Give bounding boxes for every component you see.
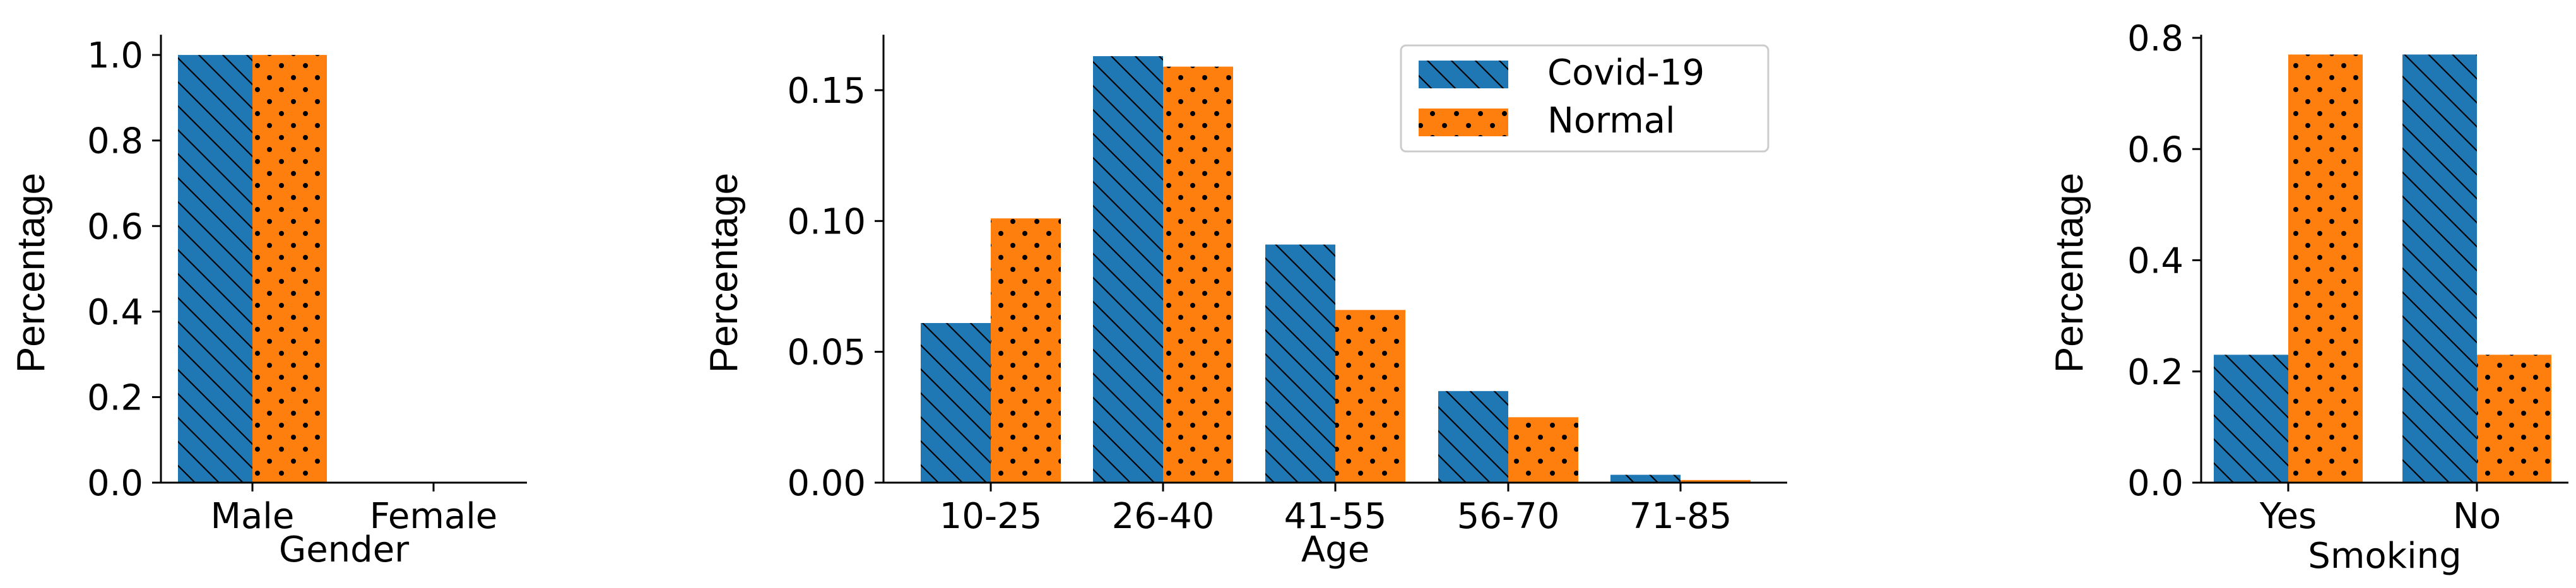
age-bar-normal-56-70 [1508, 417, 1578, 483]
legend-label-normal: Normal [1547, 100, 1675, 141]
legend: Covid-19 Normal [1400, 44, 1770, 153]
age-bar-normal-10-25 [991, 218, 1061, 483]
gender-x-axis-title: Gender [279, 529, 410, 570]
smoking-ytick-label: 0.6 [2127, 129, 2183, 170]
age-chart: 0.00 0.05 0.10 0.15 10-25 26-40 41-55 56-70 71-8… [702, 35, 1787, 570]
legend-swatch-normal [1419, 109, 1508, 136]
age-ytick-label: 0.05 [787, 332, 866, 373]
age-x-axis-title: Age [1301, 529, 1369, 570]
smoking-ytick-label: 0.0 [2127, 463, 2183, 504]
age-xtick-label: 56-70 [1457, 496, 1560, 537]
smoking-bar-covid-yes [2214, 355, 2288, 483]
legend-label-covid: Covid-19 [1547, 52, 1705, 93]
age-ytick-label: 0.10 [787, 201, 866, 242]
gender-bar-covid-male [178, 55, 252, 483]
age-xtick-label: 41-55 [1284, 496, 1387, 537]
age-bar-normal-71-85 [1681, 479, 1751, 483]
smoking-ytick-label: 0.4 [2127, 241, 2183, 282]
age-xtick-label: 10-25 [940, 496, 1043, 537]
gender-xtick-label: Female [370, 496, 497, 537]
age-bar-normal-41-55 [1335, 310, 1405, 483]
smoking-bar-normal-no [2477, 355, 2551, 483]
smoking-xtick-label: Yes [2259, 496, 2317, 537]
smoking-bar-covid-no [2402, 54, 2477, 483]
age-ytick-label: 0.00 [787, 463, 866, 504]
gender-xtick-label: Male [211, 496, 295, 537]
gender-bar-normal-male [252, 55, 327, 483]
smoking-ytick-label: 0.8 [2127, 18, 2183, 59]
age-bar-covid-41-55 [1265, 244, 1335, 483]
gender-ytick-label: 0.8 [87, 121, 143, 162]
age-bar-covid-26-40 [1093, 56, 1163, 483]
age-bar-covid-10-25 [921, 323, 991, 483]
gender-ytick-label: 1.0 [87, 35, 143, 76]
age-bar-normal-26-40 [1163, 66, 1233, 483]
age-bar-covid-71-85 [1610, 474, 1681, 483]
age-y-axis-title: Percentage [702, 173, 746, 373]
smoking-y-axis-title: Percentage [2048, 173, 2091, 373]
smoking-ytick-label: 0.2 [2127, 352, 2183, 393]
age-xtick-label: 71-85 [1629, 496, 1732, 537]
gender-ytick-label: 0.2 [87, 377, 143, 418]
age-ytick-label: 0.15 [787, 71, 866, 112]
gender-y-axis-title: Percentage [9, 173, 53, 373]
legend-swatch-covid [1419, 61, 1508, 88]
gender-ytick-label: 0.4 [87, 292, 143, 333]
age-xtick-label: 26-40 [1112, 496, 1215, 537]
smoking-bar-normal-yes [2288, 54, 2363, 483]
smoking-x-axis-title: Smoking [2308, 536, 2461, 577]
smoking-xtick-label: No [2453, 496, 2501, 537]
gender-ytick-label: 0.6 [87, 206, 143, 247]
gender-ytick-label: 0.0 [87, 463, 143, 504]
age-bar-covid-56-70 [1438, 391, 1508, 483]
